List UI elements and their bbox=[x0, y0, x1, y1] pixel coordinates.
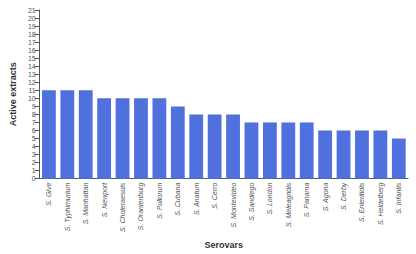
svg-text:Serovars: Serovars bbox=[205, 240, 244, 250]
svg-text:S. Cubana: S. Cubana bbox=[174, 183, 181, 216]
svg-text:15: 15 bbox=[28, 55, 36, 62]
svg-text:21: 21 bbox=[28, 7, 36, 14]
svg-text:19: 19 bbox=[28, 23, 36, 30]
svg-text:S. Enteritidis: S. Enteritidis bbox=[358, 182, 365, 222]
svg-text:2: 2 bbox=[32, 159, 36, 166]
svg-text:0: 0 bbox=[32, 175, 36, 182]
svg-text:20: 20 bbox=[28, 15, 36, 22]
svg-text:S. Newport: S. Newport bbox=[101, 182, 109, 218]
svg-text:S. Panama: S. Panama bbox=[303, 183, 310, 218]
svg-text:S. Typhimurium: S. Typhimurium bbox=[64, 183, 72, 232]
svg-text:10: 10 bbox=[28, 95, 36, 102]
svg-text:S. Heidelberg: S. Heidelberg bbox=[377, 183, 385, 226]
svg-text:12: 12 bbox=[28, 79, 36, 86]
svg-text:S. Cerro: S. Cerro bbox=[211, 183, 218, 209]
svg-text:S. London: S. London bbox=[266, 183, 273, 215]
svg-text:S. Sandiego: S. Sandiego bbox=[248, 183, 256, 221]
svg-text:S. Choleraesuis: S. Choleraesuis bbox=[119, 182, 126, 232]
svg-text:S. Montevideo: S. Montevideo bbox=[230, 183, 237, 228]
svg-text:13: 13 bbox=[28, 71, 36, 78]
svg-text:S. Meleagridis: S. Meleagridis bbox=[285, 182, 293, 227]
svg-text:S. Oranienburg: S. Oranienburg bbox=[137, 183, 145, 231]
svg-text:Active extracts: Active extracts bbox=[8, 62, 18, 126]
svg-text:S. Manhattan: S. Manhattan bbox=[82, 183, 89, 225]
svg-text:S. Agona: S. Agona bbox=[322, 183, 330, 212]
svg-text:6: 6 bbox=[32, 127, 36, 134]
svg-text:16: 16 bbox=[28, 47, 36, 54]
svg-text:18: 18 bbox=[28, 31, 36, 38]
svg-text:17: 17 bbox=[28, 39, 36, 46]
svg-text:3: 3 bbox=[32, 151, 36, 158]
svg-text:S. Give: S. Give bbox=[45, 183, 52, 206]
svg-text:9: 9 bbox=[32, 103, 36, 110]
svg-text:5: 5 bbox=[32, 135, 36, 142]
svg-text:11: 11 bbox=[28, 87, 35, 94]
svg-text:4: 4 bbox=[32, 143, 36, 150]
svg-text:14: 14 bbox=[28, 63, 36, 70]
svg-text:7: 7 bbox=[32, 119, 36, 126]
svg-text:S. Anatum: S. Anatum bbox=[193, 183, 200, 216]
svg-text:1: 1 bbox=[32, 167, 36, 174]
svg-text:S. Pullorum: S. Pullorum bbox=[156, 183, 163, 219]
svg-text:S. Infantis: S. Infantis bbox=[395, 182, 402, 214]
svg-text:8: 8 bbox=[32, 111, 36, 118]
svg-text:S. Derby: S. Derby bbox=[340, 182, 348, 210]
